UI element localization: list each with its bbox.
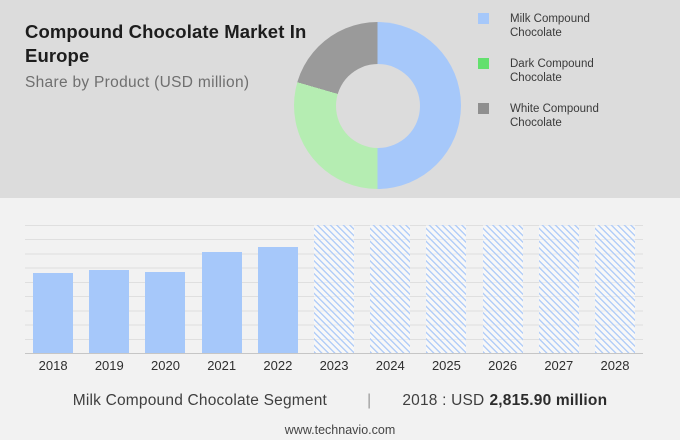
legend: Milk Compound Chocolate Dark Compound Ch… [478,12,620,130]
donut-hole [335,63,420,148]
x-tick-2026: 2026 [488,358,518,373]
bar-2021 [201,252,242,353]
bar-2018 [33,272,74,353]
segment-label: Milk Compound Chocolate Segment [72,392,328,409]
bar-slot-2023 [306,225,362,353]
x-tick-2021: 2021 [207,358,237,373]
x-tick-2019: 2019 [94,358,124,373]
bar-slot-2024 [362,225,418,353]
bar-slot-2019 [81,225,137,353]
divider-bar: | [367,392,372,409]
bar-slot-2025 [418,225,474,353]
x-tick-2022: 2022 [263,358,293,373]
legend-label-white: White Compound Chocolate [510,102,599,129]
segment-annotation: Milk Compound Chocolate Segment | 2018 :… [0,392,680,410]
legend-item-milk: Milk Compound Chocolate [478,12,620,41]
x-tick-2028: 2028 [600,358,630,373]
chart-section: 2018 2019 2020 2021 2022 2023 2024 2025 2026 2027… [0,198,680,440]
bar-chart [25,225,643,354]
white-swatch-icon [478,102,489,114]
forecast-hatch-2026 [482,225,523,353]
title-block: Compound Chocolate Market In Europe Shar… [25,20,317,92]
bar-slot-2021 [194,225,250,353]
bar-2022 [257,247,298,353]
x-tick-2018: 2018 [38,358,68,373]
x-tick-2023: 2023 [319,358,349,373]
forecast-hatch-2024 [370,225,411,353]
bar-slot-2018 [25,225,81,353]
x-tick-2025: 2025 [431,358,461,373]
milk-swatch-icon [478,13,489,24]
legend-item-white: White Compound Chocolate [478,102,620,131]
x-tick-2020: 2020 [151,358,180,373]
forecast-hatch-2023 [314,225,355,353]
x-tick-2027: 2027 [544,358,574,373]
donut-chart [294,22,461,189]
x-tick-2024: 2024 [375,358,405,373]
forecast-hatch-2027 [538,225,579,353]
website-text: www.technavio.com [284,423,396,437]
header-section: Compound Chocolate Market In Europe Shar… [0,0,680,198]
forecast-hatch-2025 [426,225,467,353]
dark-swatch-icon [478,57,489,69]
forecast-hatch-2028 [594,225,635,353]
legend-label-dark: Dark Compound Chocolate [510,57,594,85]
legend-item-dark: Dark Compound Chocolate [478,57,620,86]
segment-value: 2018 : USD 2,815.90 million [402,392,607,410]
bar-slot-2027 [531,225,587,353]
bar-slot-2022 [250,225,306,353]
page-title: Compound Chocolate Market In Europe [25,21,307,67]
x-axis-labels: 2018 2019 2020 2021 2022 2023 2024 2025 2026 2027… [25,358,643,373]
segment-value-bold: 2,815.90 million [489,392,608,409]
bar-slot-2020 [137,225,193,353]
bar-2020 [145,272,186,353]
bar-slot-2026 [475,225,531,353]
bar-plot-slots [25,225,643,353]
bar-2019 [89,270,130,353]
bar-slot-2028 [587,225,643,353]
segment-value-prefix: 2018 : USD [402,392,485,409]
page-subtitle: Share by Product (USD million) [25,73,250,91]
legend-label-milk: Milk Compound Chocolate [510,13,590,40]
